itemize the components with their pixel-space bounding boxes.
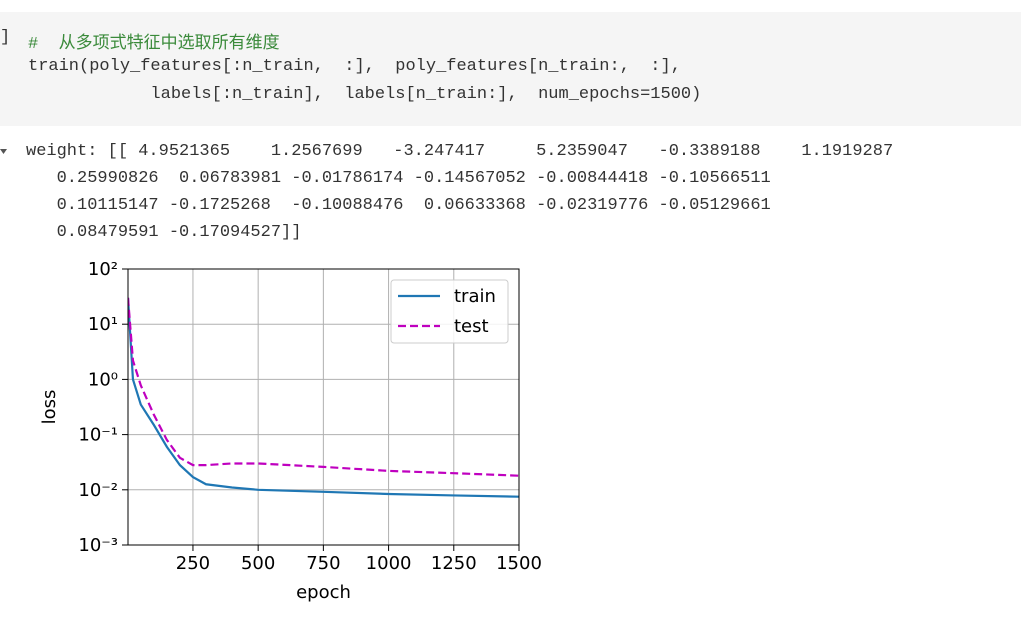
y-tick-label: 10⁻²: [78, 480, 118, 501]
x-tick-label: 500: [241, 553, 275, 574]
prompt: ]: [0, 28, 11, 47]
code-cell[interactable]: ] # 从多项式特征中选取所有维度 train(poly_features[:n…: [0, 12, 1021, 126]
output-line: 0.08479591 -0.17094527]]: [26, 223, 302, 242]
x-tick-label: 250: [176, 553, 210, 574]
code-line: # 从多项式特征中选取所有维度: [28, 35, 280, 54]
y-tick-label: 10²: [88, 259, 118, 280]
y-tick-label: 10⁻³: [78, 535, 118, 556]
code-line: labels[:n_train], labels[n_train:], num_…: [28, 85, 702, 104]
y-tick-label: 10⁻¹: [78, 425, 118, 446]
x-axis-label: epoch: [296, 582, 351, 603]
x-tick-label: 1500: [496, 553, 542, 574]
y-axis-label: loss: [39, 390, 60, 425]
output-line: weight: [[ 4.9521365 1.2567699 -3.247417…: [26, 142, 894, 161]
legend-label: test: [454, 316, 489, 337]
plot-frame: [127, 268, 520, 546]
collapse-arrow[interactable]: [0, 146, 10, 158]
output-line: 0.10115147 -0.1725268 -0.10088476 0.0663…: [26, 196, 771, 215]
series-line: [128, 297, 519, 498]
x-tick-label: 1250: [431, 553, 477, 574]
legend-label: train: [454, 286, 496, 307]
y-tick-label: 10¹: [88, 314, 118, 335]
series-line: [128, 297, 519, 477]
x-tick-label: 1000: [366, 553, 412, 574]
code-line: train(poly_features[:n_train, :], poly_f…: [28, 57, 681, 76]
x-tick-label: 750: [306, 553, 340, 574]
chart: 10⁻³ 10⁻² 10⁻¹ 10⁰ 10¹ 10² 250 500 750 1000 1250 15…: [39, 259, 542, 603]
output-line: 0.25990826 0.06783981 -0.01786174 -0.145…: [26, 169, 771, 188]
y-tick-label: 10⁰: [88, 369, 118, 390]
